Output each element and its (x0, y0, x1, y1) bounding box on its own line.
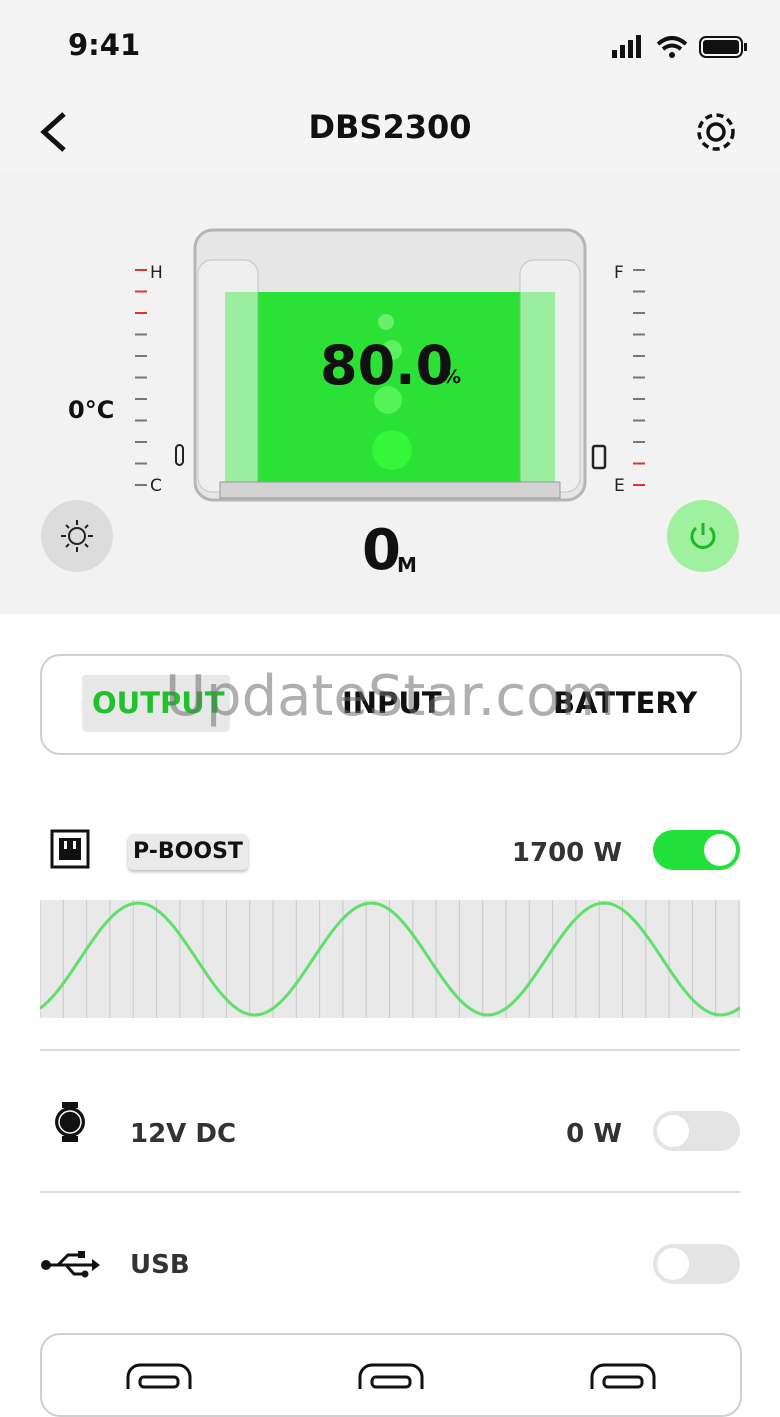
gauge-label: E (614, 476, 625, 496)
output-toggle[interactable] (653, 1244, 740, 1284)
output-label: 12V DC (130, 1119, 237, 1149)
tab[interactable]: BATTERY (553, 686, 698, 720)
back-button[interactable] (36, 110, 72, 154)
light-icon (61, 520, 93, 552)
device-illustration (193, 228, 587, 502)
time-unit: M (397, 553, 417, 577)
toggle-knob (657, 1115, 689, 1147)
time-remaining: 0 (362, 518, 401, 583)
usb-port-icons (126, 1363, 656, 1407)
dc-icon (55, 1102, 85, 1142)
charge-unit: % (442, 366, 462, 388)
status-icons (612, 35, 747, 58)
gauge-label: F (614, 263, 624, 283)
gauge-label: H (150, 263, 163, 283)
divider (40, 1191, 740, 1193)
divider (40, 1049, 740, 1051)
settings-button[interactable] (692, 108, 740, 156)
tab-highlight (82, 675, 230, 732)
temperature: 0°C (68, 396, 115, 424)
ac-icon (50, 829, 90, 869)
output-toggle[interactable] (653, 830, 740, 870)
output-label: USB (130, 1250, 190, 1280)
usb-icon (41, 1251, 100, 1278)
toggle-knob (704, 834, 736, 866)
power-button[interactable] (667, 500, 739, 572)
toggle-knob (657, 1248, 689, 1280)
battery-icon (591, 444, 607, 470)
light-button[interactable] (41, 500, 113, 572)
output-power: 0 W (566, 1119, 622, 1149)
gauges (135, 269, 645, 486)
header-bar (0, 0, 780, 172)
power-icon (690, 523, 716, 549)
thermometer-icon (175, 444, 184, 466)
output-toggle[interactable] (653, 1111, 740, 1151)
device-title: DBS2300 (308, 108, 472, 146)
tab[interactable]: INPUT (342, 686, 442, 720)
usb-port-card (40, 1333, 742, 1417)
watermark: UpdateStar.com (165, 664, 615, 729)
tab[interactable]: OUTPUT (92, 686, 225, 720)
output-power: 1700 W (511, 838, 622, 868)
waveform-line (40, 901, 740, 1017)
charge: 80.0 (320, 334, 454, 397)
p-boost-chip[interactable]: P-BOOST (128, 834, 248, 870)
waveform (40, 900, 740, 1018)
status-time: 9:41 (68, 28, 141, 62)
gauge-label: C (150, 476, 162, 496)
tab-bar (40, 654, 742, 755)
